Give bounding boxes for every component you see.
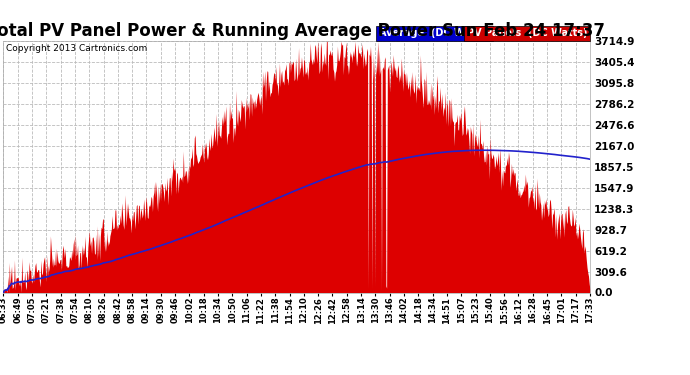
Title: Total PV Panel Power & Running Average Power Sun Feb 24 17:37: Total PV Panel Power & Running Average P… [0,22,605,40]
Text: Average  (DC Watts): Average (DC Watts) [379,28,490,39]
Text: Copyright 2013 Cartronics.com: Copyright 2013 Cartronics.com [6,44,148,53]
Text: PV Panels  (DC Watts): PV Panels (DC Watts) [466,28,587,39]
